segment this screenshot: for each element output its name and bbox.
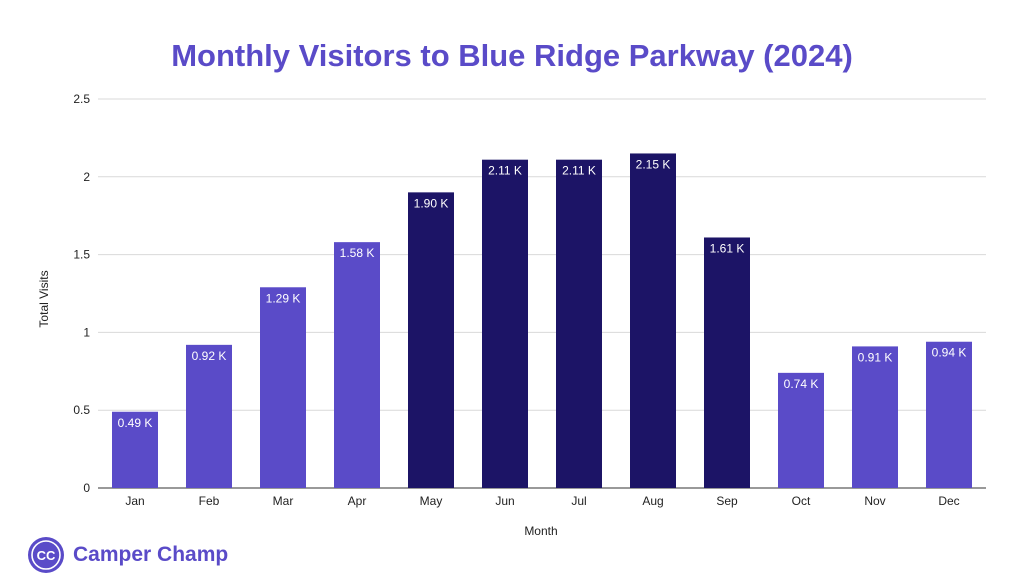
x-axis-label: Month — [524, 524, 557, 538]
bar-value-label: 1.58 K — [340, 246, 375, 260]
y-tick-label: 2 — [83, 170, 90, 184]
x-tick-label: Sep — [716, 494, 738, 508]
bar-value-label: 0.91 K — [858, 350, 893, 364]
brand-logo-block: CC Camper Champ — [28, 537, 228, 573]
camper-champ-logo-icon: CC — [28, 537, 64, 573]
y-tick-label: 0 — [83, 481, 90, 495]
bar-oct — [778, 372, 824, 488]
bar-value-label: 2.11 K — [488, 164, 522, 178]
logo-initials: CC — [37, 548, 56, 563]
bar-dec — [926, 341, 972, 488]
x-tick-label: Jul — [571, 494, 586, 508]
x-tick-label: Nov — [864, 494, 885, 508]
bar-value-labels: 0.49 K 0.92 K 1.29 K 1.58 K 1.90 K 2.11 K 2.11… — [118, 157, 967, 429]
x-tick-labels: Jan Feb Mar Apr May Jun Jul Aug Sep Oct Nov Dec — [125, 494, 959, 508]
bar-feb — [186, 344, 232, 488]
gridlines — [98, 98, 986, 489]
bar-may — [408, 192, 454, 489]
x-tick-label: May — [420, 494, 443, 508]
bar-value-label: 0.74 K — [784, 377, 819, 391]
bar-value-label: 2.11 K — [562, 164, 596, 178]
bar-sep — [704, 237, 750, 488]
bar-jul — [556, 159, 602, 488]
bar-value-label: 1.29 K — [266, 291, 301, 305]
y-tick-label: 0.5 — [73, 403, 90, 417]
bar-nov — [852, 346, 898, 488]
x-tick-label: Jan — [125, 494, 144, 508]
bar-value-label: 0.94 K — [932, 346, 967, 360]
y-tick-labels: 0 0.5 1 1.5 2 2.5 — [73, 92, 90, 495]
x-tick-label: Mar — [273, 494, 294, 508]
bar-value-label: 0.92 K — [192, 349, 227, 363]
chart-title: Monthly Visitors to Blue Ridge Parkway (… — [171, 38, 853, 73]
y-axis-label: Total Visits — [37, 270, 51, 327]
bar-apr — [334, 242, 380, 488]
x-tick-label: Jun — [495, 494, 514, 508]
brand-name: Camper Champ — [73, 543, 229, 566]
x-tick-label: Aug — [642, 494, 663, 508]
y-tick-label: 2.5 — [73, 92, 90, 106]
bar-value-label: 1.90 K — [414, 196, 449, 210]
bar-jan — [112, 411, 158, 488]
bar-jun — [482, 159, 528, 488]
y-tick-label: 1.5 — [73, 248, 90, 262]
x-tick-label: Feb — [199, 494, 220, 508]
bar-value-label: 0.49 K — [118, 416, 153, 430]
x-tick-label: Dec — [938, 494, 959, 508]
x-tick-label: Oct — [792, 494, 811, 508]
bar-value-label: 1.61 K — [710, 241, 745, 255]
bar-value-label: 2.15 K — [636, 157, 671, 171]
bar-aug — [630, 153, 676, 488]
x-tick-label: Apr — [348, 494, 367, 508]
bars — [112, 153, 972, 489]
y-tick-label: 1 — [83, 325, 90, 339]
bar-mar — [260, 287, 306, 488]
